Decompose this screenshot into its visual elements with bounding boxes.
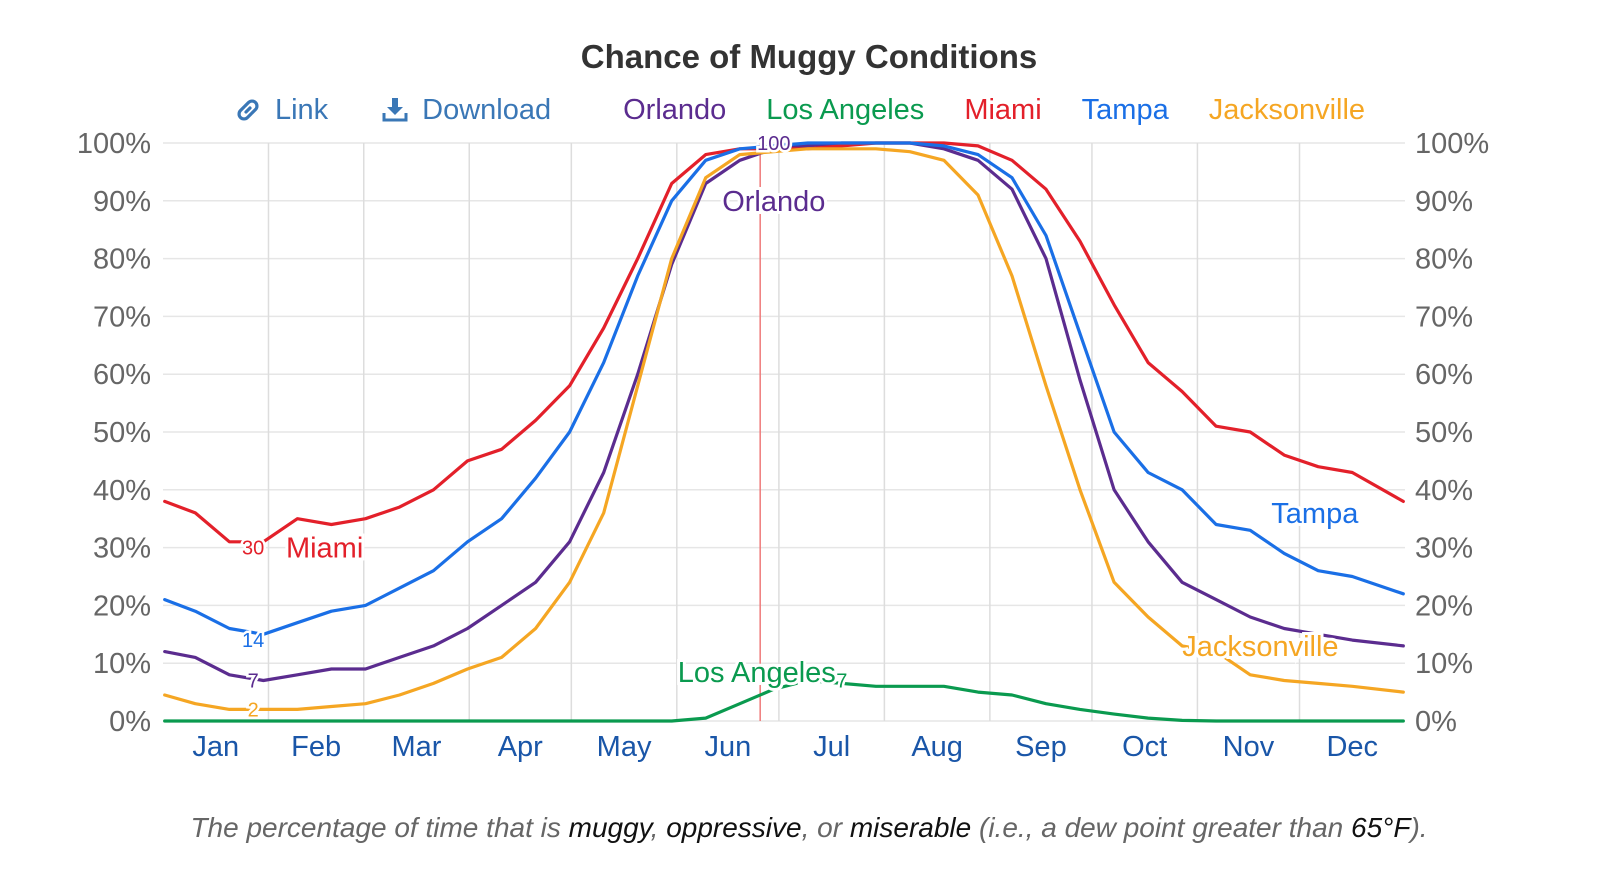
y-tick-label-left: 70% bbox=[93, 301, 151, 333]
data-label-orlando: 7 bbox=[248, 671, 259, 693]
data-label-tampa: 14 bbox=[242, 630, 264, 652]
download-icon bbox=[382, 98, 408, 122]
y-tick-label-right: 40% bbox=[1415, 475, 1473, 507]
chart-caption: The percentage of time that is muggy, op… bbox=[0, 812, 1618, 844]
legend: Link Download Orlando Los Angeles Miami Tam… bbox=[0, 90, 1618, 130]
caption-sep2: , or bbox=[801, 812, 850, 843]
data-label-orlando: 100 bbox=[757, 133, 790, 155]
series-line-tampa bbox=[163, 141, 1405, 636]
y-tick-label-right: 0% bbox=[1415, 706, 1457, 738]
y-tick-label-right: 20% bbox=[1415, 590, 1473, 622]
y-tick-label-left: 20% bbox=[93, 590, 151, 622]
link-button[interactable]: Link bbox=[233, 94, 328, 127]
caption-mid: (i.e., a dew point greater than bbox=[971, 812, 1351, 843]
legend-item-jacksonville[interactable]: Jacksonville bbox=[1208, 93, 1366, 126]
y-tick-label-right: 100% bbox=[1415, 128, 1489, 160]
y-tick-label-left: 0% bbox=[109, 706, 151, 738]
y-tick-label-right: 90% bbox=[1415, 186, 1473, 218]
legend-series: Orlando Los Angeles Miami Tampa Jacksonville bbox=[603, 94, 1385, 127]
data-label-miami: 30 bbox=[242, 538, 264, 560]
caption-oppressive: oppressive bbox=[666, 812, 802, 843]
caption-prefix: The percentage of time that is bbox=[190, 812, 569, 843]
series-label-los-angeles: Los Angeles bbox=[678, 657, 836, 689]
y-tick-label-right: 30% bbox=[1415, 533, 1473, 565]
y-tick-label-right: 10% bbox=[1415, 648, 1473, 680]
link-icon bbox=[237, 99, 259, 121]
caption-miserable: miserable bbox=[849, 812, 972, 843]
legend-item-orlando[interactable]: Orlando bbox=[623, 93, 727, 126]
data-label-jacksonville: 2 bbox=[248, 699, 259, 721]
series-label-jacksonville: Jacksonville bbox=[1182, 631, 1338, 663]
series-line-miami bbox=[163, 141, 1405, 544]
legend-item-tampa[interactable]: Tampa bbox=[1081, 93, 1169, 126]
y-tick-label-left: 100% bbox=[77, 128, 151, 160]
month-label-may[interactable]: May bbox=[597, 731, 652, 763]
y-tick-label-left: 10% bbox=[93, 648, 151, 680]
series-line-los-angeles bbox=[163, 678, 1405, 723]
month-label-aug[interactable]: Aug bbox=[911, 731, 963, 763]
month-label-jun[interactable]: Jun bbox=[704, 731, 751, 763]
y-tick-label-left: 50% bbox=[93, 417, 151, 449]
month-label-apr[interactable]: Apr bbox=[498, 731, 543, 763]
series-line-orlando bbox=[163, 141, 1405, 683]
month-label-jan[interactable]: Jan bbox=[192, 731, 239, 763]
month-label-mar[interactable]: Mar bbox=[392, 731, 442, 763]
link-label: Link bbox=[274, 93, 329, 126]
chart-title: Chance of Muggy Conditions bbox=[580, 38, 1038, 75]
y-tick-label-left: 60% bbox=[93, 359, 151, 391]
series-line-jacksonville bbox=[163, 147, 1405, 712]
y-tick-label-left: 40% bbox=[93, 475, 151, 507]
y-tick-label-right: 70% bbox=[1415, 301, 1473, 333]
month-label-sep[interactable]: Sep bbox=[1015, 731, 1067, 763]
y-tick-label-left: 80% bbox=[93, 244, 151, 276]
y-tick-label-left: 30% bbox=[93, 533, 151, 565]
caption-sep1: , bbox=[650, 812, 667, 843]
caption-muggy: muggy bbox=[568, 812, 651, 843]
series-label-orlando: Orlando bbox=[722, 186, 825, 218]
month-label-feb[interactable]: Feb bbox=[291, 731, 341, 763]
month-label-jul[interactable]: Jul bbox=[813, 731, 850, 763]
caption-suffix: ). bbox=[1410, 812, 1428, 843]
data-label-los-angeles: 7 bbox=[836, 671, 847, 693]
download-button[interactable]: Download bbox=[380, 94, 551, 127]
y-tick-label-right: 50% bbox=[1415, 417, 1473, 449]
month-label-nov[interactable]: Nov bbox=[1223, 731, 1275, 763]
month-label-oct[interactable]: Oct bbox=[1122, 731, 1167, 763]
legend-item-los-angeles[interactable]: Los Angeles bbox=[766, 93, 925, 126]
y-tick-label-left: 90% bbox=[93, 186, 151, 218]
download-label: Download bbox=[422, 93, 552, 126]
series-label-tampa: Tampa bbox=[1271, 498, 1359, 530]
legend-item-miami[interactable]: Miami bbox=[964, 93, 1042, 126]
month-label-dec[interactable]: Dec bbox=[1326, 731, 1378, 763]
y-tick-label-right: 60% bbox=[1415, 359, 1473, 391]
series-label-miami: Miami bbox=[286, 533, 363, 565]
caption-threshold: 65°F bbox=[1351, 812, 1411, 843]
y-tick-label-right: 80% bbox=[1415, 244, 1473, 276]
